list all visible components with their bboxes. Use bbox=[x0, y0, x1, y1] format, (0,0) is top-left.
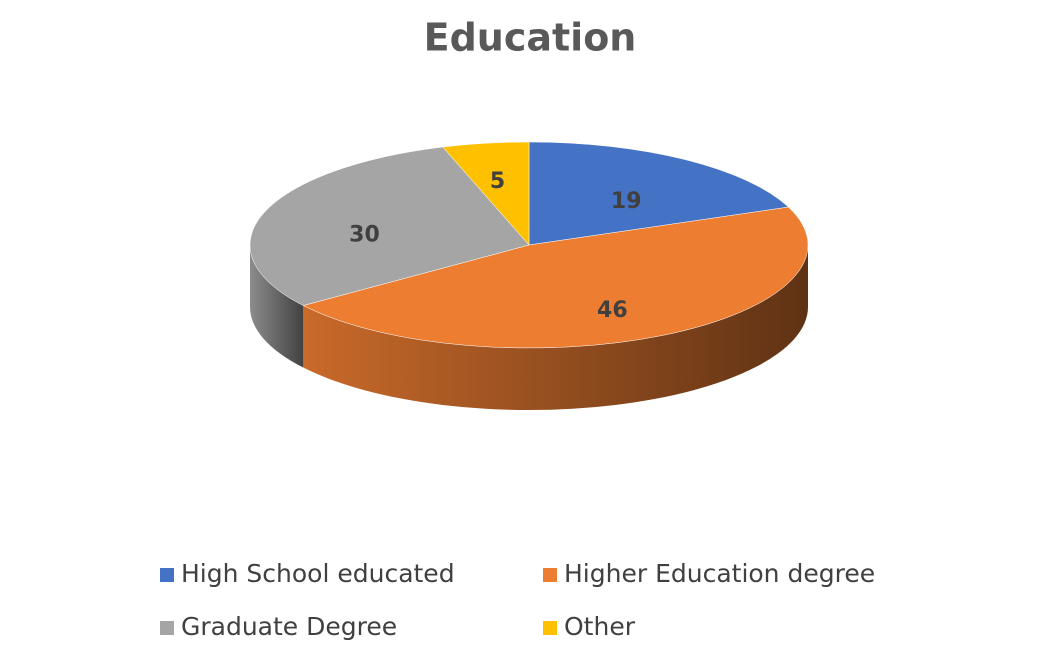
legend-swatch bbox=[543, 621, 557, 635]
legend-swatch bbox=[543, 568, 557, 582]
chart-title: Education bbox=[424, 16, 637, 60]
legend-label: Graduate Degree bbox=[181, 612, 397, 641]
legend-swatch bbox=[160, 568, 174, 582]
slice bbox=[528, 141, 789, 246]
legend-label: High School educated bbox=[181, 559, 455, 588]
slice-side bbox=[250, 245, 304, 368]
slice bbox=[302, 206, 809, 349]
data-label: 46 bbox=[597, 298, 628, 323]
legend-swatch bbox=[160, 621, 174, 635]
slice bbox=[442, 141, 530, 246]
slice bbox=[249, 146, 530, 306]
legend-label: Higher Education degree bbox=[564, 559, 875, 588]
data-label: 30 bbox=[349, 222, 380, 247]
slice-side bbox=[303, 245, 808, 410]
legend-label: Other bbox=[564, 612, 636, 641]
data-label: 5 bbox=[490, 169, 505, 194]
data-label: 19 bbox=[611, 189, 642, 214]
